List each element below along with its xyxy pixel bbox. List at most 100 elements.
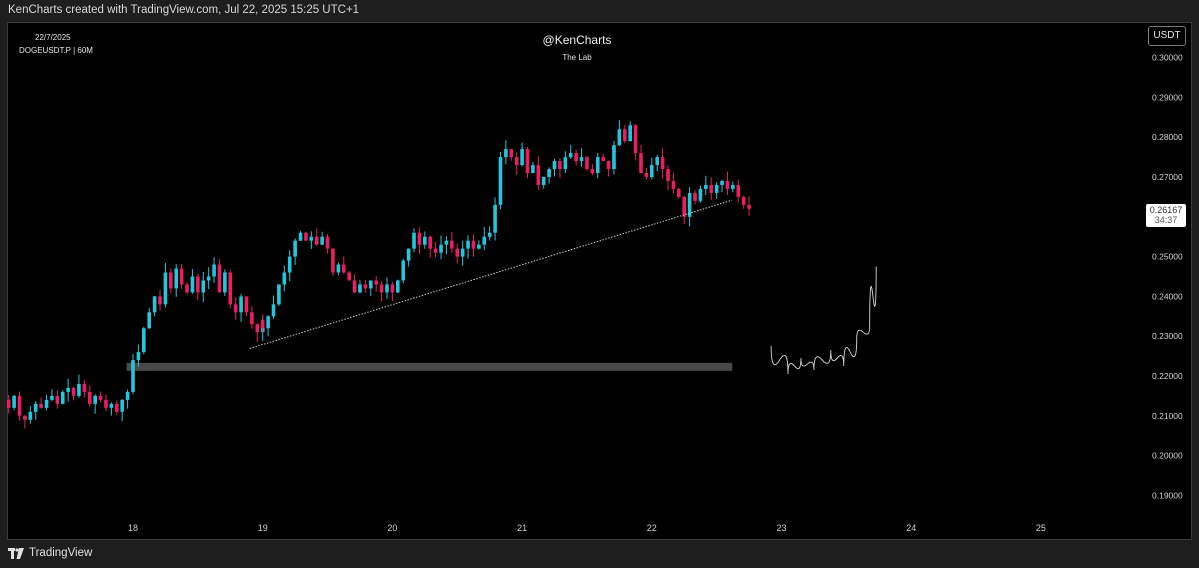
candle-body xyxy=(244,296,249,313)
candle-body xyxy=(633,125,638,154)
x-tick-label: 25 xyxy=(1036,523,1046,533)
candle-body xyxy=(709,184,714,193)
candle-body xyxy=(498,157,503,205)
candle-body xyxy=(325,236,330,249)
candle-body xyxy=(131,360,135,373)
candle-body xyxy=(417,232,422,245)
candle-body xyxy=(671,180,676,189)
candle-body xyxy=(477,244,481,249)
candle-body xyxy=(239,296,243,313)
bar-countdown: 34:37 xyxy=(1154,215,1178,225)
last-price-label: 0.26167 34:37 xyxy=(1146,204,1186,227)
candle-body xyxy=(439,244,443,253)
candle-body xyxy=(704,184,708,189)
candle-body xyxy=(525,149,530,174)
candle-body xyxy=(298,232,303,241)
candle-body xyxy=(579,157,584,162)
candle-body xyxy=(655,157,660,166)
candle-body xyxy=(266,316,270,329)
tradingview-logo[interactable]: TradingView xyxy=(8,547,92,559)
top-bar: KenCharts created with TradingView.com, … xyxy=(0,0,1199,22)
candle-body xyxy=(682,196,687,217)
candle-body xyxy=(50,395,54,400)
chart-author: @KenCharts xyxy=(542,33,612,47)
candle-body xyxy=(223,272,227,293)
x-tick-label: 21 xyxy=(517,523,527,533)
chart-credit: KenCharts created with TradingView.com, … xyxy=(8,4,360,16)
candle-body xyxy=(131,372,135,392)
projection-sketch xyxy=(770,266,877,375)
candle-body xyxy=(536,165,541,185)
y-tick-label: 0.27000 xyxy=(1152,172,1183,182)
candle-body xyxy=(520,149,524,154)
candle-body xyxy=(466,240,470,249)
candle-body xyxy=(71,387,76,396)
y-tick-label: 0.19000 xyxy=(1152,490,1183,500)
candle-body xyxy=(77,383,81,396)
chart-subtitle: The Lab xyxy=(562,53,592,62)
candle-body xyxy=(514,157,519,166)
candle-body xyxy=(104,399,108,408)
candle-body xyxy=(368,280,373,289)
candle-body xyxy=(547,169,551,177)
candle-body xyxy=(574,153,578,162)
candle-body xyxy=(531,165,535,174)
candle-body xyxy=(412,232,416,249)
x-tick-label: 20 xyxy=(387,523,397,533)
candle-body xyxy=(725,180,730,189)
bottom-bar xyxy=(0,540,1199,568)
candle-body xyxy=(136,352,141,361)
candle-body xyxy=(314,236,319,245)
candle-body xyxy=(17,395,22,416)
candle-body xyxy=(720,180,724,185)
candle-body xyxy=(12,395,16,408)
candle-body xyxy=(201,280,206,293)
candle-body xyxy=(552,161,557,170)
candle-body xyxy=(352,280,357,293)
x-tick-label: 24 xyxy=(906,523,916,533)
candle-body xyxy=(109,403,114,408)
candle-body xyxy=(60,391,65,404)
candle-body xyxy=(433,248,438,253)
support-zone xyxy=(126,362,733,371)
trendline xyxy=(249,199,733,350)
candle-body xyxy=(331,248,335,273)
candle-body xyxy=(731,184,735,189)
candle-body xyxy=(687,192,692,217)
currency-button[interactable]: USDT xyxy=(1148,26,1186,46)
candle-body xyxy=(563,157,568,170)
candle-body xyxy=(590,169,595,174)
candle-body xyxy=(401,260,406,281)
candle-body xyxy=(558,161,562,170)
candle-body xyxy=(228,272,233,305)
candle-body xyxy=(595,157,600,174)
candle-body xyxy=(585,157,589,170)
candle-body xyxy=(93,395,97,404)
candle-body xyxy=(379,284,384,293)
candle-body xyxy=(601,157,605,162)
candle-body xyxy=(152,296,157,313)
candle-body xyxy=(39,403,43,408)
candle-body xyxy=(255,324,260,333)
candle-body xyxy=(206,276,211,281)
candle-body xyxy=(444,240,449,245)
candle-body xyxy=(147,312,152,329)
candle-body xyxy=(487,232,492,237)
candle-body xyxy=(6,399,11,408)
candle-body xyxy=(120,399,124,412)
candle-body xyxy=(385,284,389,293)
candle-body xyxy=(125,391,130,400)
tradingview-brand: TradingView xyxy=(29,547,93,559)
candle-body xyxy=(617,129,622,146)
candle-body xyxy=(33,403,38,412)
candle-body xyxy=(260,320,265,329)
candle-body xyxy=(460,248,465,257)
candle-body xyxy=(714,184,719,193)
candle-body xyxy=(169,272,173,289)
candle-body xyxy=(363,284,368,289)
candle-body xyxy=(428,236,433,249)
candle-body xyxy=(233,304,238,313)
candle-body xyxy=(250,312,254,325)
candle-body xyxy=(66,387,70,392)
